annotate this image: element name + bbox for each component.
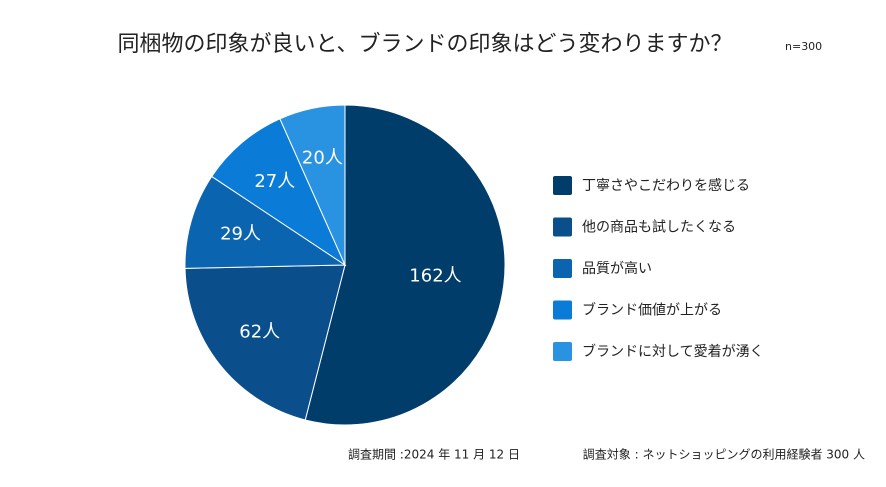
legend-label: 丁寧さやこだわりを感じる (582, 177, 750, 194)
data-label: 20人 (302, 148, 343, 169)
pie-slice (279, 104, 346, 266)
pie-slice (211, 118, 347, 267)
legend-swatch (553, 176, 572, 195)
legend-swatch (553, 342, 572, 361)
pie-slice (304, 104, 506, 426)
legend-label: 他の商品も試したくなる (582, 220, 736, 236)
legend-swatch (553, 217, 572, 237)
legend-label: ブランドに対して愛着が湧く (582, 343, 764, 360)
legend-label: ブランド価値が上がる (582, 302, 722, 319)
pie-slice (184, 175, 347, 269)
legend-swatch (553, 259, 572, 278)
legend-swatch (553, 300, 572, 320)
pie-slice (184, 264, 346, 421)
chart-subtitle: n=300 (785, 40, 822, 53)
data-label: 62人 (239, 322, 280, 343)
chart-title: 同梱物の印象が良いと、ブランドの印象はどう変わりますか？ (117, 32, 732, 57)
data-label: 27人 (254, 171, 295, 192)
data-label: 29人 (220, 224, 261, 245)
data-label: 162人 (409, 265, 461, 286)
legend-label: 品質が高い (582, 260, 652, 277)
footnote: 調査対象 : ネットショッピングの利用経験者 300 人 (583, 447, 865, 462)
footnote: 調査期間 :2024 年 11 月 12 日 (348, 448, 520, 462)
